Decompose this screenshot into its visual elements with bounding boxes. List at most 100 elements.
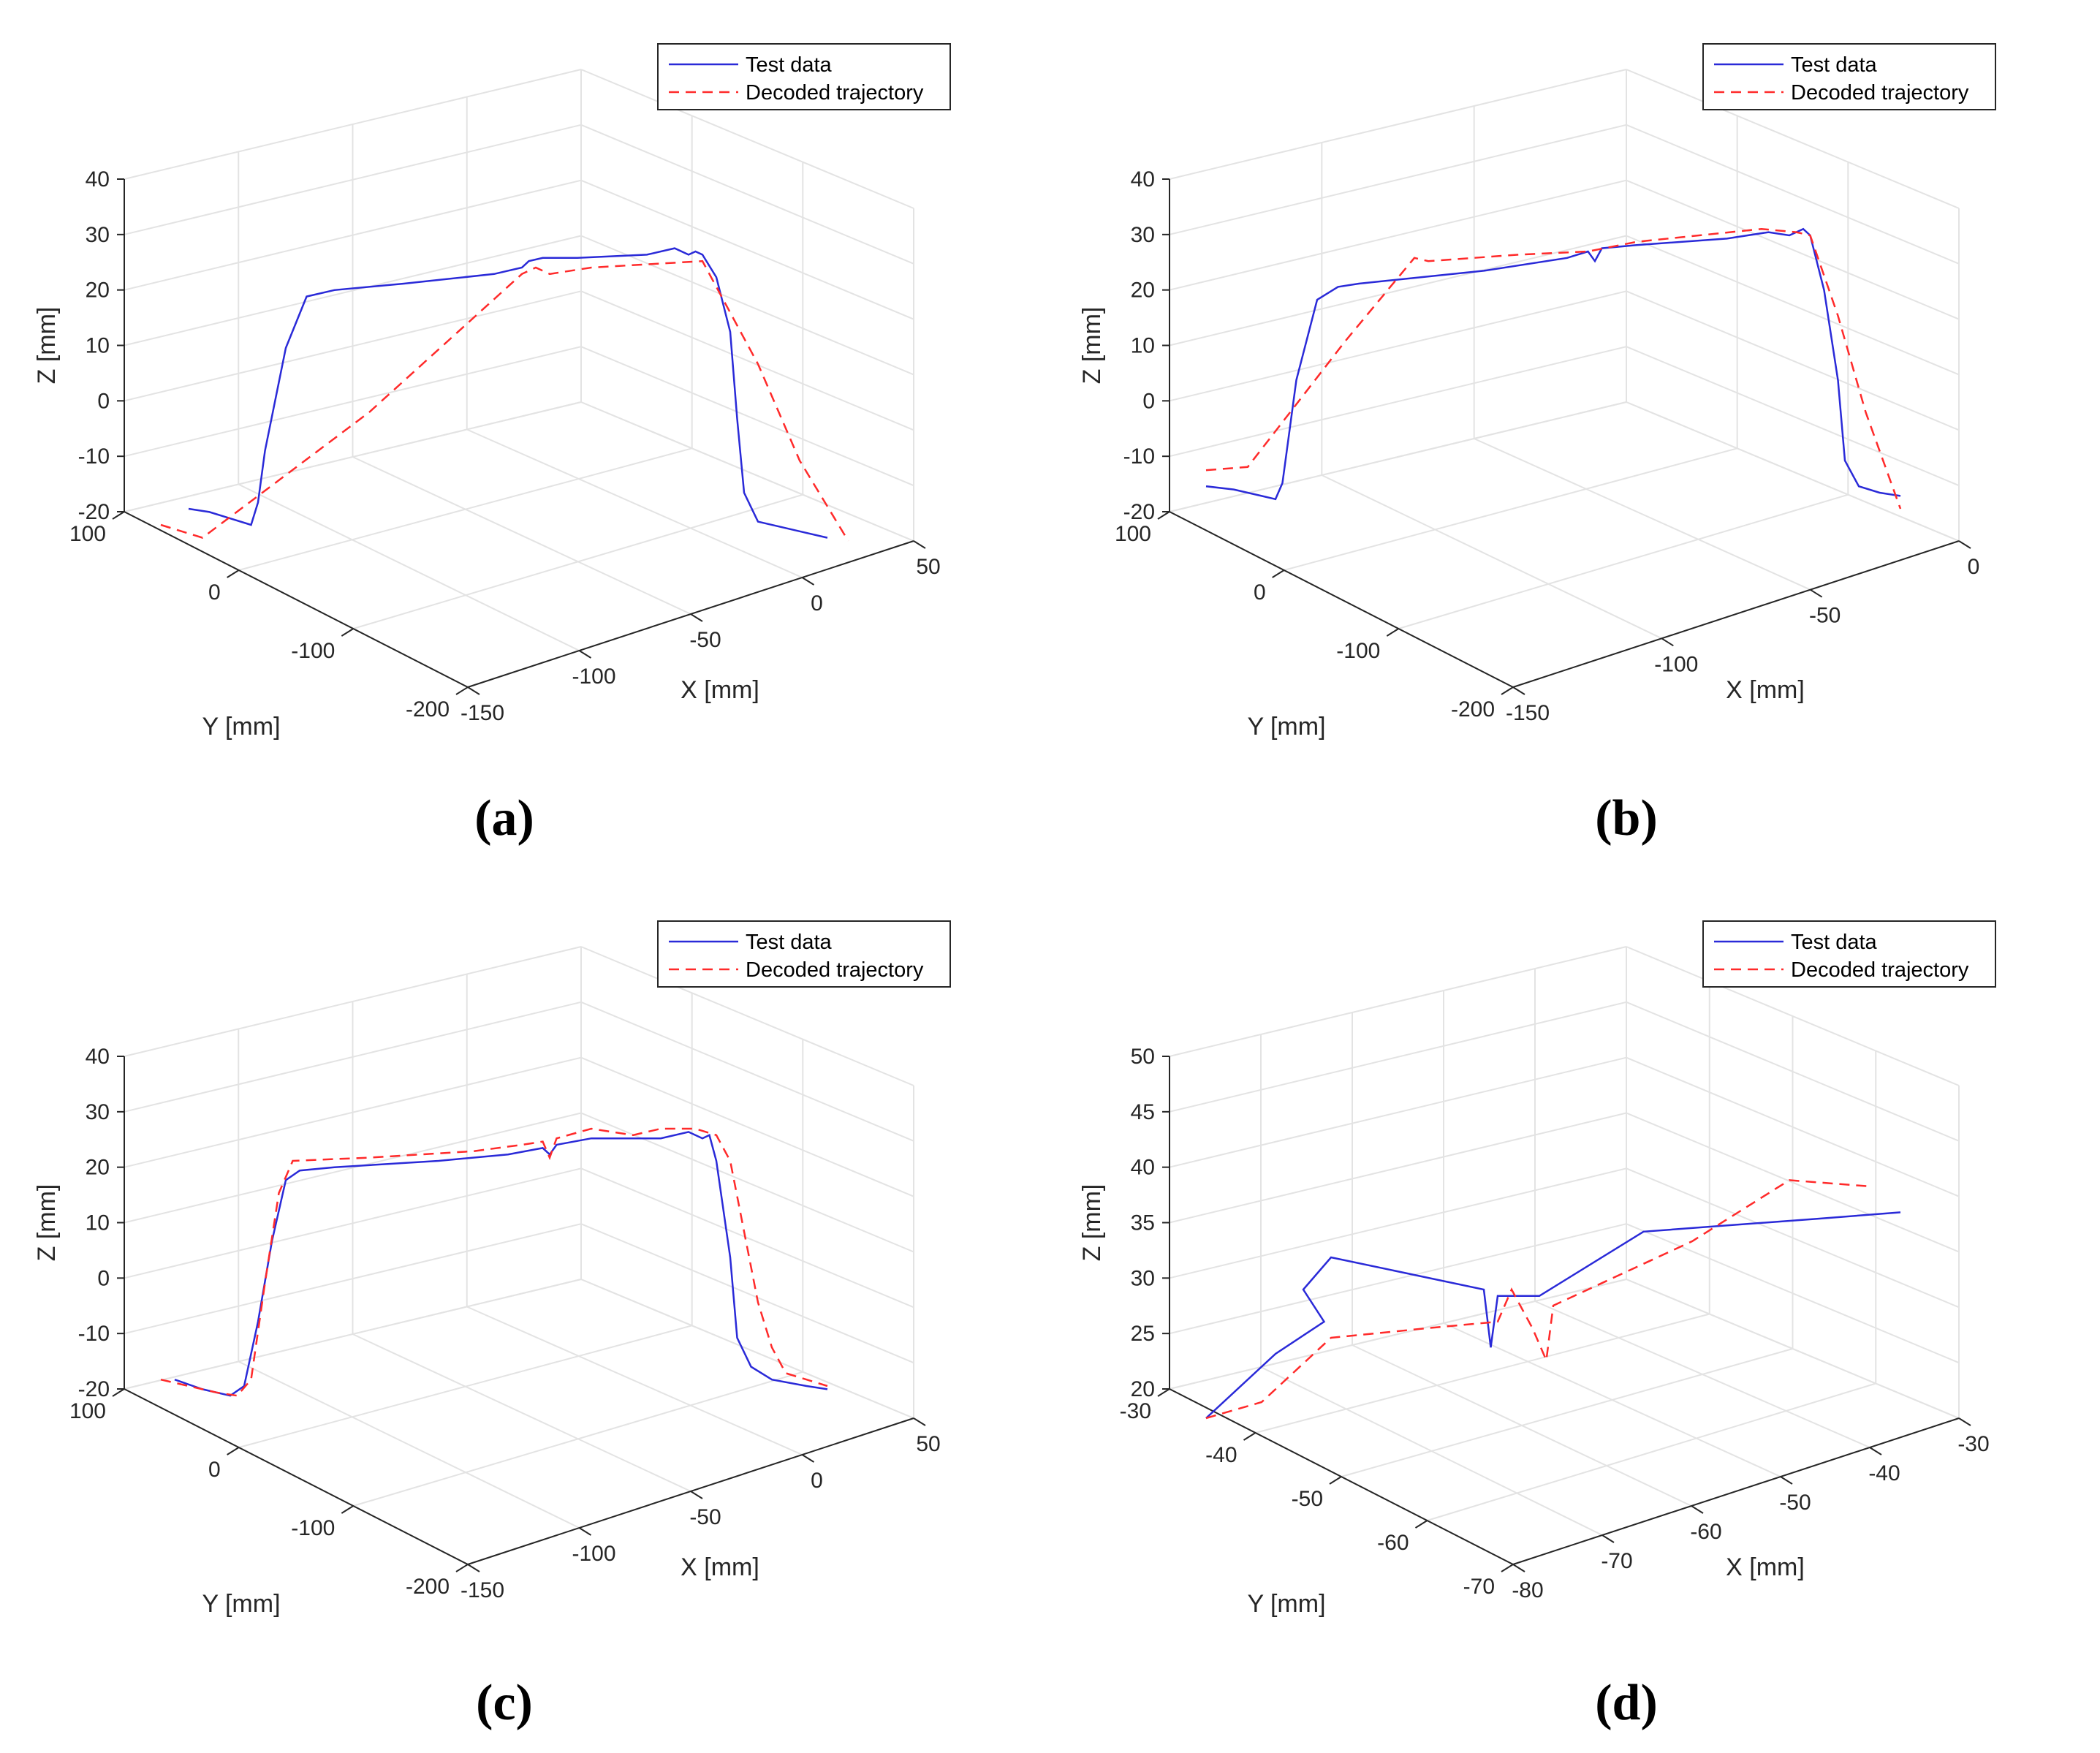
legend-box: [657, 43, 951, 110]
x-tick: [913, 1417, 926, 1426]
grid-line: [238, 1360, 580, 1529]
y-tick: [1329, 1476, 1342, 1485]
panel-label: (d): [1595, 1675, 1658, 1731]
x-tick: [801, 577, 815, 586]
grid-line: [1169, 946, 1627, 1057]
x-axis-label: X [mm]: [681, 1553, 759, 1581]
legend-box: [1702, 920, 1996, 988]
z-tick-label: 45: [1131, 1100, 1155, 1124]
x-axis-label: X [mm]: [1726, 676, 1805, 704]
y-tick: [341, 1505, 354, 1514]
z-tick-label: -20: [78, 1377, 110, 1401]
grid-line: [1169, 124, 1627, 235]
series-decoded-trajectory: [1205, 1179, 1873, 1420]
y-tick-label: -100: [291, 639, 335, 663]
x-tick-label: -50: [1779, 1491, 1811, 1515]
x-tick-label: -150: [460, 1578, 504, 1602]
y-tick: [227, 569, 240, 578]
x-tick-label: 0: [811, 1469, 823, 1493]
grid-line: [238, 483, 580, 651]
y-tick-label: -100: [291, 1516, 335, 1540]
y-tick-label: 100: [1115, 522, 1151, 546]
grid-line: [466, 1306, 803, 1455]
grid-line: [352, 456, 691, 615]
grid-line: [352, 1333, 691, 1492]
grid-line: [1169, 346, 1627, 458]
y-axis-label: Y [mm]: [202, 713, 280, 741]
grid-line: [1626, 401, 1960, 542]
grid-line: [466, 428, 803, 578]
grid-line: [1284, 447, 1737, 571]
grid-line: [1260, 1366, 1603, 1536]
grid-line: [1398, 493, 1849, 629]
z-tick-label: 20: [86, 279, 110, 303]
x-tick: [1691, 1505, 1704, 1514]
y-tick-label: 0: [1254, 580, 1266, 605]
y-tick-label: 100: [69, 1399, 106, 1423]
y-axis-line: [1169, 511, 1514, 688]
grid-line: [1169, 1167, 1627, 1279]
panel-c: 40 30 20 10 0 -10 -20 100 0 -100 -200 -150 -100 -50 0 5…: [15, 906, 1038, 1696]
legend-box: [1702, 43, 1996, 110]
z-tick-label: -20: [1123, 500, 1155, 524]
y-tick: [341, 628, 354, 637]
panel-a: 40 30 20 10 0 -10 -20 100 0 -100 -200 -150 -100 -50 0 5…: [15, 29, 1038, 819]
x-tick: [1601, 1534, 1615, 1543]
y-tick-label: -40: [1205, 1443, 1237, 1467]
z-axis-label: Z [mm]: [1078, 307, 1106, 385]
grid-line: [580, 1279, 914, 1419]
grid-line: [1626, 235, 1960, 376]
y-tick: [1272, 569, 1285, 578]
grid-line: [1169, 1279, 1627, 1390]
panel-d: 50 45 40 35 30 25 20 -30 -40 -50 -60 -70 -80 -70 -60 -5…: [1060, 906, 2083, 1696]
grid-line: [580, 946, 914, 1086]
legend-label: Decoded trajectory: [746, 958, 924, 982]
y-tick: [1157, 511, 1170, 520]
x-tick: [1780, 1476, 1793, 1485]
legend-box: [657, 920, 951, 988]
legend-label: Test data: [746, 931, 833, 954]
grid-line: [1626, 124, 1960, 265]
x-axis-label: X [mm]: [1726, 1553, 1805, 1581]
z-tick-label: -10: [1123, 444, 1155, 469]
grid-line: [1341, 1348, 1793, 1477]
y-axis-line: [124, 511, 469, 688]
z-tick-label: 10: [1131, 334, 1155, 358]
z-tick-label: 40: [86, 167, 110, 192]
z-axis-label: Z [mm]: [1078, 1184, 1106, 1262]
grid-line: [580, 346, 914, 487]
grid-line: [580, 69, 914, 209]
grid-line: [580, 124, 914, 265]
z-tick-label: 30: [86, 223, 110, 247]
z-tick-label: 30: [1131, 223, 1155, 247]
x-tick: [690, 1491, 703, 1499]
x-tick-label: 50: [916, 1432, 940, 1456]
grid-line: [1169, 1001, 1627, 1113]
y-tick-label: -30: [1120, 1399, 1151, 1423]
x-tick-label: 50: [916, 555, 940, 579]
grid-line: [1169, 401, 1627, 512]
x-tick-label: -70: [1601, 1549, 1632, 1573]
y-axis-line: [124, 1388, 469, 1565]
grid-line: [1169, 69, 1627, 180]
x-tick: [1958, 540, 1971, 549]
y-tick-label: -50: [1292, 1487, 1323, 1511]
grid-line: [1169, 179, 1627, 291]
legend-label: Test data: [1791, 53, 1878, 77]
x-tick: [801, 1454, 815, 1463]
series-decoded-trajectory: [1205, 227, 1902, 510]
x-tick: [467, 686, 480, 695]
series-test-data: [188, 247, 828, 539]
x-tick-label: -60: [1690, 1520, 1721, 1544]
y-tick-label: 100: [69, 522, 106, 546]
x-tick-label: 0: [811, 591, 823, 616]
grid-line: [1169, 235, 1627, 347]
z-tick-label: 10: [86, 1211, 110, 1235]
x-tick-label: -100: [572, 665, 615, 689]
grid-line: [580, 1001, 914, 1142]
grid-line: [580, 1223, 914, 1364]
grid-line: [1443, 1322, 1781, 1477]
grid-line: [580, 1056, 914, 1197]
